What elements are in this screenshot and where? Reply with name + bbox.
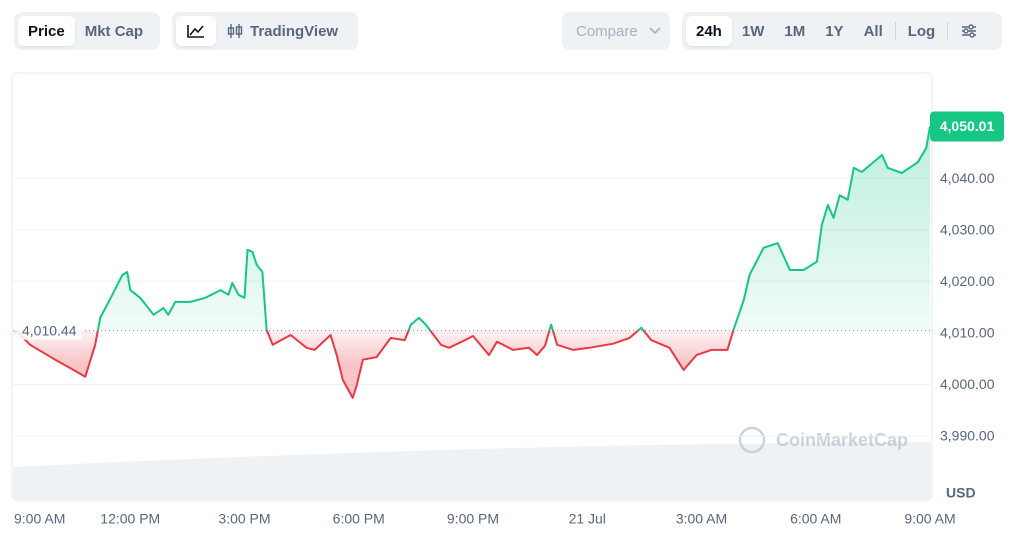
line-button[interactable] [176,16,216,46]
x-tick-label: 3:00 AM [676,511,727,527]
y-tick-label: 4,040.00 [940,170,995,186]
price-line [15,126,931,399]
tradingview-button[interactable]: TradingView [216,16,348,46]
plot-frame [11,72,933,502]
chevron [649,27,661,35]
mkt-cap-button[interactable]: Mkt Cap [84,22,144,40]
watermark: CoinMarketCap [738,426,908,454]
range-all[interactable]: All [863,22,883,40]
baseline-label-bg [16,321,82,340]
x-tick-label: 9:00 AM [904,511,955,527]
x-tick-label: 9:00 AM [14,511,65,527]
last-price-badge [930,111,1004,142]
range-1m[interactable]: 1M [784,22,806,40]
tradingview-label: TradingView [250,22,339,40]
y-tick-label: 4,000.00 [940,376,995,392]
separator [894,22,896,40]
compare-dropdown[interactable]: Compare [562,12,670,50]
x-tick-label: 6:00 PM [333,511,385,527]
log-button[interactable]: Log [907,22,936,40]
price-area [16,126,930,398]
x-tick-label: 6:00 AM [790,511,841,527]
last-price-label: 4,050.01 [940,118,995,134]
price-button[interactable]: Price [18,16,75,46]
settings-icon [962,24,977,38]
y-tick-label: 4,010.00 [940,325,995,341]
settings-button[interactable] [950,16,988,46]
candle-icon [227,24,243,38]
x-tick-label: 21 Jul [569,511,606,527]
y-unit: USD [946,485,976,501]
metric-toggle: Price Mkt Cap [14,12,160,50]
y-tick-label: 4,030.00 [940,221,995,237]
range-24h[interactable]: 24h [686,16,732,46]
x-tick-label: 9:00 PM [447,511,499,527]
chart-type-toggle: TradingView [172,12,358,50]
range-toggle: 24h 1W 1M 1Y All Log [682,12,1002,50]
watermark-text: CoinMarketCap [776,430,908,450]
line-icon [187,25,204,38]
range-1w[interactable]: 1W [741,22,765,40]
range-1y[interactable]: 1Y [825,22,844,40]
separator [947,22,949,40]
x-tick-label: 12:00 PM [100,511,160,527]
compare-label: Compare [576,22,638,40]
baseline-label: 4,010.44 [22,322,77,338]
y-tick-label: 4,020.00 [940,273,995,289]
y-tick-label: 3,990.00 [940,428,995,444]
x-tick-label: 3:00 PM [218,511,270,527]
volume-area [13,442,931,500]
